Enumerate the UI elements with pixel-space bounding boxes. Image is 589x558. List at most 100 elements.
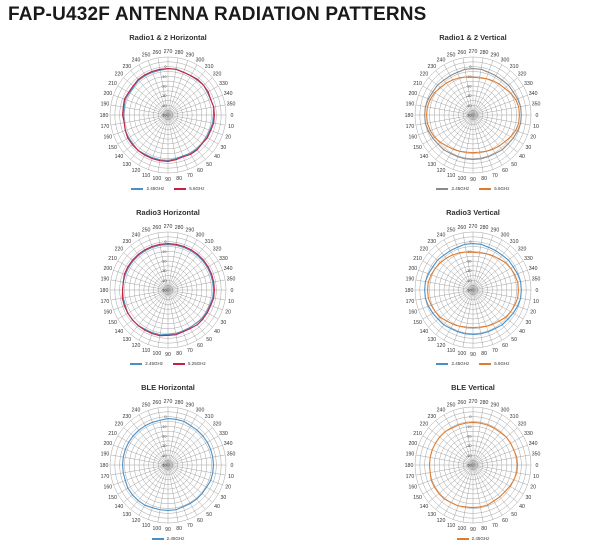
- angle-tick-label: 190: [406, 277, 415, 283]
- radial-tick-label: -20: [161, 85, 167, 89]
- grid-spoke: [167, 252, 213, 291]
- angle-tick-label: 70: [492, 173, 498, 179]
- radial-tick-label: -50: [161, 464, 167, 468]
- angle-tick-label: 130: [123, 162, 132, 168]
- grid-spoke: [110, 104, 169, 116]
- angle-tick-label: 40: [214, 504, 220, 510]
- chart-legend: 2.45GHz: [388, 536, 558, 541]
- angle-tick-label: 20: [225, 135, 231, 141]
- angle-tick-label: 150: [108, 495, 117, 501]
- grid-spoke: [138, 464, 169, 516]
- series-line: [428, 421, 519, 509]
- grid-spoke: [472, 245, 511, 291]
- grid-spoke: [472, 114, 528, 136]
- grid-spoke: [167, 444, 223, 466]
- angle-tick-label: 120: [437, 168, 446, 174]
- angle-tick-label: 230: [123, 414, 132, 420]
- grid-spoke: [167, 407, 179, 466]
- angle-tick-label: 100: [458, 176, 467, 182]
- angle-tick-label: 160: [104, 310, 113, 316]
- grid-spoke: [130, 289, 169, 335]
- chart-legend: 2.45GHz 5.25GHz: [83, 361, 253, 366]
- series-line: [121, 243, 215, 337]
- series-line: [427, 251, 519, 329]
- grid-spoke: [472, 239, 503, 291]
- angle-tick-label: 230: [123, 64, 132, 70]
- grid-spoke: [418, 289, 474, 311]
- grid-spoke: [422, 289, 474, 320]
- grid-spoke: [422, 85, 474, 116]
- angle-tick-label: 40: [519, 329, 525, 335]
- angle-tick-label: 150: [413, 495, 422, 501]
- angle-tick-label: 220: [115, 422, 124, 428]
- angle-tick-label: 70: [187, 173, 193, 179]
- angle-tick-label: 350: [227, 452, 236, 458]
- radial-tick-label: -40: [466, 454, 472, 458]
- grid-spoke: [167, 64, 198, 116]
- grid-spoke: [117, 114, 169, 145]
- chart-legend: 2.45GHz 5.6GHz: [388, 186, 558, 191]
- grid-spoke: [123, 252, 169, 291]
- grid-spoke: [472, 420, 511, 466]
- grid-spoke: [472, 289, 503, 341]
- angle-tick-label: 320: [518, 247, 527, 253]
- angle-tick-label: 180: [100, 288, 109, 294]
- angle-tick-label: 210: [413, 81, 422, 87]
- grid-spoke: [472, 235, 494, 291]
- grid-spoke: [167, 260, 219, 291]
- grid-spoke: [472, 252, 518, 291]
- angle-tick-label: 80: [481, 351, 487, 357]
- angle-tick-label: 60: [502, 168, 508, 174]
- angle-tick-label: 210: [413, 431, 422, 437]
- angle-tick-label: 150: [108, 320, 117, 326]
- angle-tick-label: 30: [526, 495, 532, 501]
- polar-chart-radio12-vertical: Radio1 & 2 Vertical 0 10 20 30 40 50 60 70 80 90 1…: [388, 33, 558, 208]
- angle-tick-label: 20: [530, 135, 536, 141]
- angle-tick-label: 270: [469, 49, 478, 55]
- angle-tick-label: 320: [213, 422, 222, 428]
- grid-spoke: [130, 70, 169, 116]
- grid-spoke: [462, 289, 474, 348]
- angle-tick-label: 170: [406, 124, 415, 130]
- grid-spoke: [167, 464, 226, 476]
- grid-spoke: [113, 444, 169, 466]
- angle-tick-label: 110: [447, 523, 455, 529]
- angle-tick-label: 60: [197, 343, 203, 349]
- radial-tick-label: -10: [466, 425, 472, 429]
- angle-tick-label: 280: [480, 50, 489, 56]
- grid-spoke: [157, 57, 169, 116]
- angle-tick-label: 10: [533, 474, 539, 480]
- grid-spoke: [472, 464, 528, 486]
- angle-tick-label: 250: [447, 228, 456, 234]
- radial-tick-label: -30: [161, 94, 167, 98]
- angle-tick-label: 160: [104, 135, 113, 141]
- legend-item: 2.45GHz: [436, 186, 469, 191]
- grid-spoke: [113, 464, 169, 486]
- grid-spoke: [472, 407, 484, 466]
- angle-tick-label: 240: [132, 57, 141, 63]
- legend-swatch: [456, 537, 469, 540]
- grid-spoke: [123, 77, 169, 116]
- grid-spoke: [167, 60, 189, 116]
- angle-tick-label: 340: [529, 441, 538, 447]
- grid-spoke: [472, 269, 528, 291]
- legend-label: 2.45GHz: [451, 361, 470, 366]
- angle-tick-label: 170: [101, 299, 110, 305]
- grid-spoke: [138, 114, 169, 166]
- angle-tick-label: 180: [405, 288, 414, 294]
- angle-tick-label: 90: [470, 352, 476, 358]
- grid-spoke: [428, 252, 474, 291]
- radial-tick-label: -50: [466, 114, 472, 118]
- angle-tick-label: 10: [533, 124, 539, 130]
- grid-spoke: [167, 57, 179, 116]
- angle-tick-label: 350: [227, 277, 236, 283]
- grid-spoke: [472, 57, 484, 116]
- angle-tick-label: 310: [510, 239, 519, 245]
- angle-tick-label: 220: [115, 72, 124, 78]
- grid-spoke: [428, 464, 474, 503]
- angle-tick-label: 30: [221, 145, 227, 151]
- grid-spoke: [472, 60, 494, 116]
- grid-spoke: [428, 114, 474, 153]
- grid-spoke: [472, 260, 524, 291]
- grid-spoke: [167, 104, 226, 116]
